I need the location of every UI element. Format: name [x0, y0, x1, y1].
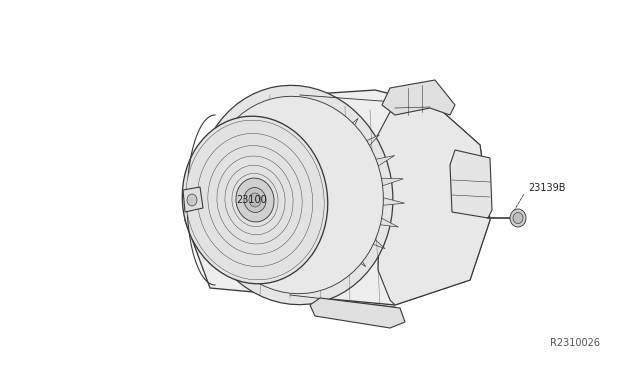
Ellipse shape: [222, 162, 288, 238]
Text: R2310026: R2310026: [550, 338, 600, 348]
Polygon shape: [185, 90, 490, 305]
Ellipse shape: [217, 156, 293, 244]
Polygon shape: [382, 198, 404, 205]
Polygon shape: [372, 155, 395, 167]
Ellipse shape: [205, 142, 305, 258]
Ellipse shape: [187, 194, 197, 206]
Ellipse shape: [236, 178, 274, 222]
Polygon shape: [328, 261, 342, 280]
Polygon shape: [359, 135, 380, 150]
Ellipse shape: [510, 209, 526, 227]
Ellipse shape: [229, 170, 281, 230]
Polygon shape: [186, 185, 208, 192]
Ellipse shape: [195, 131, 316, 269]
Polygon shape: [375, 105, 490, 305]
Ellipse shape: [249, 193, 261, 207]
Polygon shape: [348, 250, 365, 267]
Polygon shape: [195, 223, 218, 234]
Polygon shape: [364, 235, 385, 248]
Text: 23100: 23100: [236, 195, 267, 205]
Polygon shape: [275, 103, 284, 122]
Polygon shape: [342, 118, 358, 136]
Ellipse shape: [225, 165, 285, 235]
Polygon shape: [306, 268, 315, 287]
Polygon shape: [450, 150, 492, 218]
Polygon shape: [257, 264, 269, 283]
Polygon shape: [232, 254, 248, 272]
Ellipse shape: [197, 134, 313, 266]
Polygon shape: [310, 298, 405, 328]
Polygon shape: [183, 187, 203, 212]
Ellipse shape: [232, 173, 278, 227]
Polygon shape: [382, 80, 455, 115]
Ellipse shape: [197, 85, 393, 305]
Text: 23139B: 23139B: [528, 183, 566, 193]
Ellipse shape: [186, 120, 324, 280]
Polygon shape: [283, 269, 292, 288]
Polygon shape: [381, 178, 403, 186]
Ellipse shape: [513, 212, 523, 224]
Ellipse shape: [235, 177, 275, 223]
Ellipse shape: [208, 145, 302, 254]
Ellipse shape: [207, 96, 383, 294]
Ellipse shape: [182, 116, 328, 284]
Polygon shape: [298, 102, 307, 121]
Polygon shape: [187, 204, 209, 212]
Ellipse shape: [214, 153, 296, 247]
Ellipse shape: [244, 187, 266, 212]
Polygon shape: [376, 217, 398, 227]
Polygon shape: [211, 240, 230, 255]
Polygon shape: [321, 107, 333, 126]
